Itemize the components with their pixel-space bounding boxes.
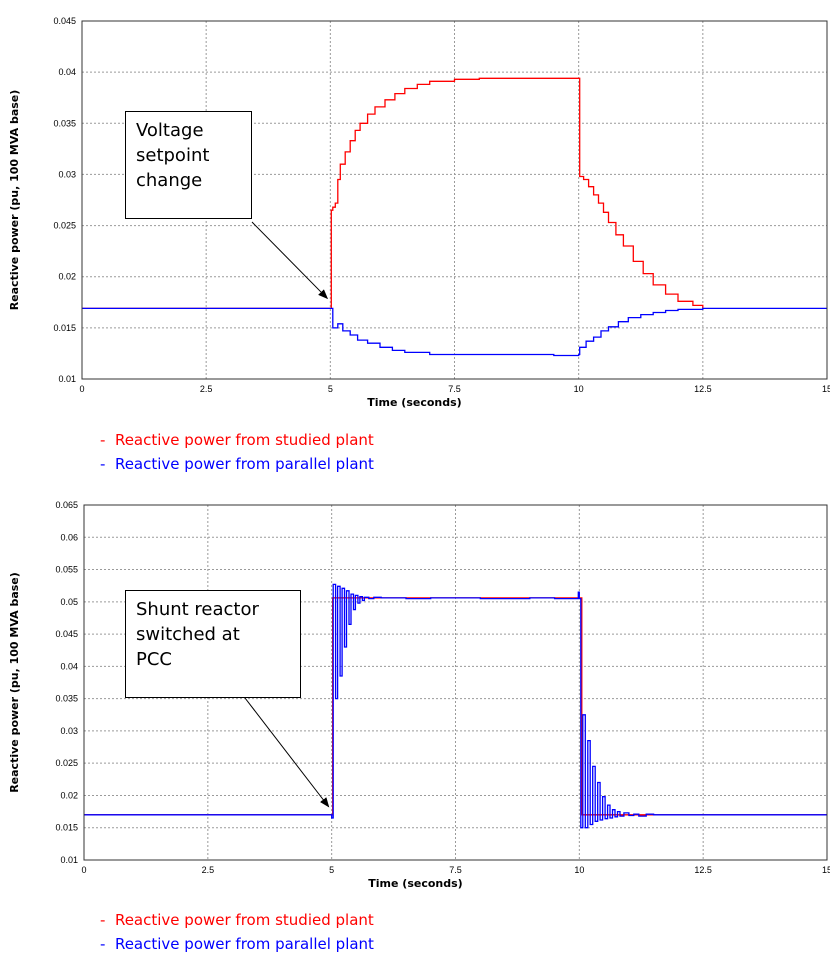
legend-label: Reactive power from studied plant [114,911,374,929]
series-line [82,307,827,357]
plot-frame [81,20,828,380]
y-tick-label: 0.02 [60,790,78,800]
legend-item-studied-plant: - Reactive power from studied plant [100,908,374,932]
x-tick-label: 0 [81,865,86,875]
y-axis-label: Reactive power (pu, 100 MVA base) [8,572,21,793]
y-tick-label: 0.015 [53,323,76,333]
annotation-line: setpoint [136,145,210,166]
annotation-line: change [136,170,203,191]
y-tick-label: 0.05 [60,597,78,607]
annotation-line: switched at [136,624,240,645]
y-tick-label: 0.03 [60,726,78,736]
x-tick-label: 7.5 [449,865,462,875]
x-tick-label: 15 [822,384,830,394]
series-line [82,77,704,310]
y-tick-label: 0.04 [60,661,78,671]
x-tick-label: 2.5 [202,865,215,875]
y-tick-label: 0.035 [53,118,76,128]
legend-label: Reactive power from parallel plant [114,455,374,473]
x-tick-label: 0 [79,384,84,394]
y-tick-label: 0.055 [55,565,78,575]
x-tick-label: 5 [328,384,333,394]
y-tick-label: 0.015 [55,823,78,833]
x-tick-label: 5 [329,865,334,875]
y-tick-label: 0.065 [55,500,78,510]
legend-dash: - [100,455,115,473]
plot-frame [83,504,828,861]
series-line [84,583,827,829]
annotation-shunt-reactor: Shunt reactor switched at PCC [125,590,301,698]
y-tick-label: 0.02 [58,272,76,282]
legend-label: Reactive power from studied plant [114,431,374,449]
x-axis-label: Time (seconds) [368,877,462,890]
x-tick-label: 10 [574,384,584,394]
legend-label: Reactive power from parallel plant [114,935,374,953]
annotation-arrow [244,697,330,808]
y-tick-label: 0.03 [58,169,76,179]
x-tick-label: 12.5 [694,384,712,394]
annotation-line: Voltage [136,120,204,141]
y-tick-label: 0.045 [55,629,78,639]
annotation-arrow [251,221,329,300]
x-tick-label: 12.5 [694,865,712,875]
y-tick-label: 0.06 [60,532,78,542]
legend-item-studied-plant: - Reactive power from studied plant [100,428,374,452]
chart-bottom: 0.01 0.015 0.02 0.025 0.03 0.035 0.04 0.045 0.05… [8,500,830,890]
y-tick-label: 0.035 [55,694,78,704]
y-tick-label: 0.045 [53,16,76,26]
x-tick-label: 10 [574,865,584,875]
legend-dash: - [100,911,115,929]
legend-top: - Reactive power from studied plant - Re… [100,428,374,476]
y-tick-label: 0.025 [53,221,76,231]
annotation-line: PCC [136,649,172,670]
annotation-voltage-setpoint: Voltage setpoint change [125,111,252,219]
x-tick-label: 15 [822,865,830,875]
y-tick-label: 0.01 [60,855,78,865]
y-axis-label: Reactive power (pu, 100 MVA base) [8,90,21,311]
legend-dash: - [100,935,115,953]
y-tick-label: 0.01 [58,374,76,384]
legend-dash: - [100,431,115,449]
x-tick-label: 7.5 [448,384,461,394]
annotation-line: Shunt reactor [136,599,259,620]
legend-item-parallel-plant: - Reactive power from parallel plant [100,932,374,956]
legend-bottom: - Reactive power from studied plant - Re… [100,908,374,956]
x-axis-label: Time (seconds) [367,396,461,409]
x-tick-label: 2.5 [200,384,213,394]
y-tick-label: 0.025 [55,758,78,768]
y-tick-label: 0.04 [58,67,76,77]
legend-item-parallel-plant: - Reactive power from parallel plant [100,452,374,476]
